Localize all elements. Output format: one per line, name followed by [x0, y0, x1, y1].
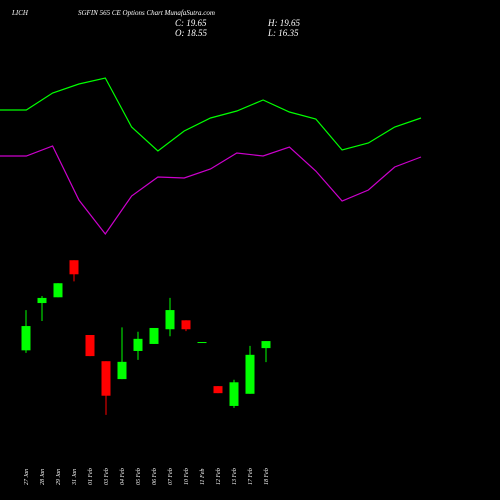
candle-body — [85, 335, 95, 357]
open-label: O: 18.55 — [175, 28, 207, 38]
chart-title: SGFIN 565 CE Options Chart MunafaSutra.c… — [78, 9, 215, 17]
x-tick-label: 18 Feb — [264, 468, 270, 485]
x-tick-label: 04 Feb — [119, 468, 126, 485]
candle-body — [101, 361, 111, 396]
x-tick-label: 17 Feb — [248, 468, 254, 485]
x-tick-label: 06 Feb — [152, 468, 158, 485]
candle-body — [229, 382, 239, 406]
candle-body — [165, 310, 175, 330]
x-tick-label: 11 Feb — [200, 469, 206, 485]
candle-body — [213, 386, 223, 394]
indicator-line — [0, 77, 422, 152]
candle-body — [117, 361, 127, 380]
candle-body — [149, 327, 159, 344]
candle-body — [21, 326, 31, 351]
x-tick-label: 28 Jan — [40, 469, 46, 485]
x-tick-label: 31 Jan — [72, 469, 78, 486]
x-tick-label: 13 Feb — [232, 468, 238, 485]
candle-body — [133, 338, 143, 351]
candle-body — [261, 341, 271, 349]
x-tick-label: 29 Jan — [56, 469, 62, 485]
x-tick-label: 07 Feb — [168, 468, 174, 485]
candle-body — [37, 297, 47, 304]
high-label: H: 19.65 — [267, 18, 300, 28]
candle-body — [181, 320, 191, 330]
low-label: L: 16.35 — [267, 28, 299, 38]
chart-title: LICH — [11, 9, 29, 17]
x-tick-label: 01 Feb — [88, 468, 94, 485]
x-tick-label: 10 Feb — [184, 468, 190, 485]
x-tick-label: 27 Jan — [24, 469, 30, 485]
candle-body — [245, 354, 255, 394]
close-label: C: 19.65 — [175, 18, 207, 28]
candle-body — [53, 283, 63, 298]
x-tick-label: 03 Feb — [104, 468, 110, 485]
indicator-line — [0, 145, 422, 236]
candle-body — [69, 260, 79, 275]
x-tick-label: 05 Feb — [136, 468, 142, 485]
x-tick-label: 12 Feb — [216, 468, 222, 485]
candle-body — [197, 342, 207, 344]
